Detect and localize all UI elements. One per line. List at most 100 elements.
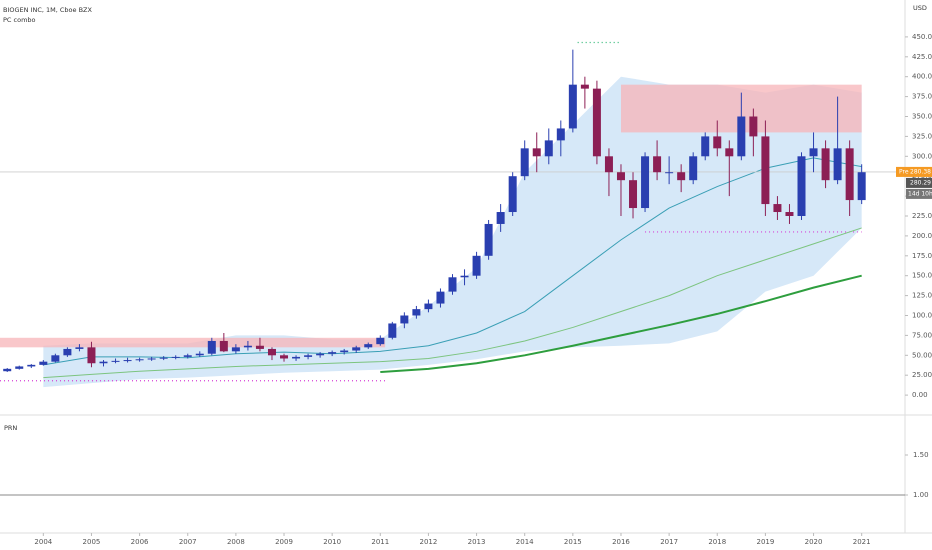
candle-body (63, 348, 72, 356)
countdown-tag (906, 188, 932, 199)
x-tick-label: 2005 (83, 538, 101, 546)
candle-body (713, 136, 722, 149)
x-tick-label: 2008 (227, 538, 245, 546)
candle-body (328, 352, 337, 354)
overlay-line (380, 274, 862, 374)
candle-body (833, 148, 842, 181)
candle-body (484, 223, 493, 256)
candle-body (737, 116, 746, 157)
candle-body (51, 355, 60, 362)
candle-body (364, 344, 373, 348)
price-tag (896, 166, 932, 177)
chart-title: BIOGEN INC, 1M, Cboe BZX (3, 6, 93, 14)
y-tick-label: 150.00 (912, 272, 932, 280)
candle-body (616, 172, 625, 181)
y-tick-label: 450.00 (912, 33, 932, 41)
candle-body (340, 350, 349, 353)
x-tick-label: 2004 (34, 538, 52, 546)
candle-body (761, 136, 770, 205)
candle-body (316, 353, 325, 356)
x-tick-label: 2017 (660, 538, 678, 546)
x-tick-label: 2006 (131, 538, 149, 546)
x-tick-label: 2019 (756, 538, 774, 546)
candle-body (3, 368, 12, 372)
candle-body (496, 212, 505, 224)
x-tick-label: 2011 (371, 538, 389, 546)
resistance-zone (0, 337, 386, 348)
close-label: 280.29 (910, 179, 931, 186)
y-tick-label: 300.00 (912, 152, 932, 160)
candle-body (725, 148, 734, 157)
x-tick-label: 2018 (708, 538, 726, 546)
x-tick-label: 2020 (805, 538, 823, 546)
candle-body (207, 340, 216, 354)
candle-body (532, 148, 541, 157)
y-tick-label: 50.00 (912, 351, 932, 359)
x-tick-label: 2007 (179, 538, 197, 546)
x-tick-label: 2021 (853, 538, 871, 546)
candle-body (809, 148, 818, 157)
x-tick-label: 2015 (564, 538, 582, 546)
candle-body (641, 156, 650, 209)
candle-body (773, 204, 782, 213)
candle-body (436, 291, 445, 304)
candle-body (304, 355, 313, 357)
main-pane: 0.00 25.00 50.00 75.00 100.00 125.00 150.00 175… (0, 33, 932, 546)
candle-body (87, 347, 96, 364)
candle-body (159, 357, 168, 359)
candle-body (183, 355, 192, 357)
candle-body (508, 176, 517, 213)
price-label: 280.38 (910, 168, 931, 175)
candle-body (629, 180, 638, 209)
y-tick-label: 175.00 (912, 252, 932, 260)
candle-body (580, 84, 589, 89)
candle-body (424, 303, 433, 310)
candle-body (388, 323, 397, 338)
candle-body (653, 156, 662, 173)
candle-body (171, 356, 180, 358)
y-tick-label: 375.00 (912, 93, 932, 101)
candle-body (701, 136, 710, 157)
candle-body (99, 361, 108, 364)
x-tick-label: 2009 (275, 538, 293, 546)
candle-body (544, 140, 553, 157)
y-tick-label: 350.00 (912, 113, 932, 121)
x-tick-label: 2014 (516, 538, 534, 546)
candle-body (472, 255, 481, 276)
candle-body (352, 347, 361, 351)
x-tick-label: 2013 (468, 538, 486, 546)
candle-body (231, 347, 240, 352)
currency: USD (913, 4, 927, 12)
candle-body (123, 360, 132, 362)
candle-body (147, 358, 156, 360)
candle-body (604, 156, 613, 173)
candle-body (75, 347, 84, 349)
candle-body (785, 212, 794, 216)
close-tag (906, 177, 932, 188)
candle-body (219, 340, 228, 352)
candle-body (845, 148, 854, 201)
candle-body (135, 359, 144, 361)
pane-title: PRN (4, 424, 17, 432)
candle-body (821, 148, 830, 181)
candle-body (195, 353, 204, 356)
candle-body (280, 355, 289, 359)
candle-body (448, 277, 457, 292)
x-tick-label: 2010 (323, 538, 341, 546)
candle-body (255, 345, 264, 349)
y-tick-label: 325.00 (912, 132, 932, 140)
candle-body (111, 360, 120, 362)
candle-body (677, 172, 686, 181)
indicator-name: PC combo (3, 16, 36, 24)
y-tick-label: 25.00 (912, 371, 932, 379)
y-tick-label: 100.00 (912, 312, 932, 320)
candle-body (243, 345, 252, 348)
y-tick-label: 400.00 (912, 73, 932, 81)
candle-body (376, 337, 385, 345)
y-tick-label: 75.00 (912, 331, 932, 339)
y-tick-label: 225.00 (912, 212, 932, 220)
candle-body (749, 116, 758, 137)
x-tick-label: 2012 (420, 538, 438, 546)
countdown-label: 14d 10h (908, 190, 932, 197)
